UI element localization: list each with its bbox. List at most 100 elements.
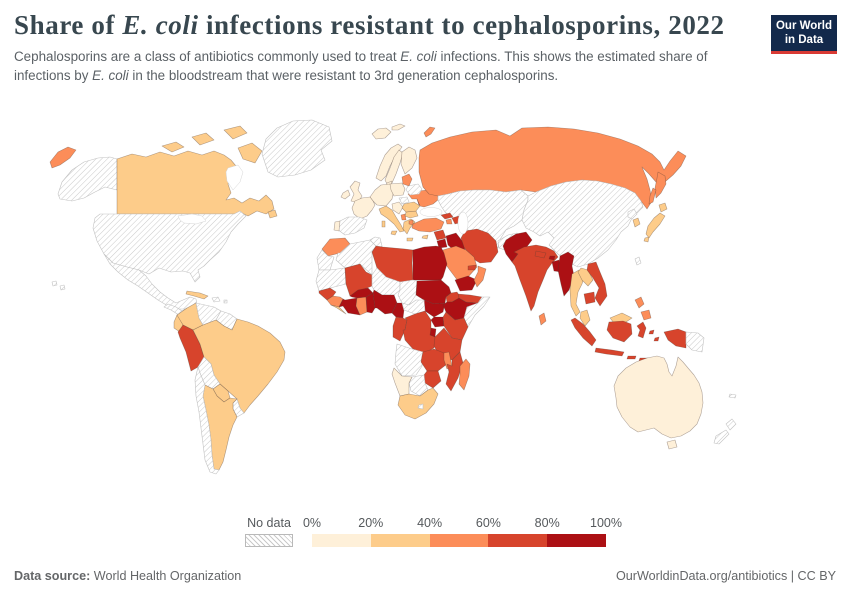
region-bulgaria[interactable] bbox=[404, 210, 419, 219]
region-mauritania[interactable] bbox=[315, 267, 347, 292]
region-algeria[interactable] bbox=[335, 239, 377, 276]
region-novaya-zemlya[interactable] bbox=[423, 126, 436, 138]
region-skorea[interactable] bbox=[632, 217, 641, 228]
region-kamchatka[interactable] bbox=[654, 171, 667, 199]
region-srilanka[interactable] bbox=[538, 312, 547, 326]
region-philippines[interactable] bbox=[634, 296, 652, 321]
region-car[interactable] bbox=[401, 299, 426, 315]
region-baltics[interactable] bbox=[401, 173, 413, 187]
region-italy[interactable] bbox=[378, 205, 405, 236]
region-cambodia[interactable] bbox=[583, 291, 596, 305]
region-usa[interactable] bbox=[92, 210, 247, 283]
region-germany-central[interactable] bbox=[369, 183, 395, 207]
region-southafrica[interactable] bbox=[397, 387, 439, 420]
region-romania[interactable] bbox=[401, 201, 421, 213]
region-ireland[interactable] bbox=[340, 189, 351, 200]
region-new-zealand[interactable] bbox=[713, 418, 737, 445]
region-newfoundland[interactable] bbox=[267, 209, 278, 219]
region-australia[interactable] bbox=[613, 355, 704, 439]
legend-no-data-swatch[interactable] bbox=[245, 534, 293, 547]
region-malaysiapen[interactable] bbox=[579, 309, 591, 327]
footer-link[interactable]: OurWorldinData.org/antibiotics | CC BY bbox=[615, 569, 836, 583]
region-lesotho[interactable] bbox=[417, 403, 424, 410]
region-balkans[interactable] bbox=[391, 201, 404, 215]
region-niger[interactable] bbox=[371, 267, 401, 296]
region-mozambique[interactable] bbox=[445, 351, 464, 392]
region-chukotka-wrap[interactable] bbox=[49, 146, 77, 169]
legend-segment[interactable] bbox=[312, 534, 371, 547]
region-egypt[interactable] bbox=[412, 245, 448, 281]
region-china-mongolia[interactable] bbox=[521, 179, 644, 268]
region-sierraleone-liberia[interactable] bbox=[330, 304, 347, 315]
region-mexico[interactable] bbox=[103, 253, 198, 310]
region-new-caledonia[interactable] bbox=[728, 393, 737, 399]
legend-segment[interactable] bbox=[429, 534, 489, 547]
region-belarus[interactable] bbox=[405, 183, 423, 196]
region-nepal[interactable] bbox=[534, 250, 547, 259]
region-syria[interactable] bbox=[433, 229, 447, 241]
region-vietnam[interactable] bbox=[586, 261, 608, 307]
legend-tick-label: 100% bbox=[590, 516, 622, 530]
region-sudan[interactable] bbox=[415, 279, 452, 305]
chart-title: Share of E. coli infections resistant to… bbox=[14, 10, 725, 40]
region-yemen[interactable] bbox=[454, 275, 478, 292]
region-georgia[interactable] bbox=[440, 212, 454, 220]
region-spain[interactable] bbox=[336, 216, 368, 236]
region-norway[interactable] bbox=[375, 143, 403, 182]
region-cyprus[interactable] bbox=[421, 234, 429, 240]
region-bhutan[interactable] bbox=[548, 255, 556, 261]
region-armenia[interactable] bbox=[445, 218, 453, 225]
legend-segment[interactable] bbox=[547, 534, 606, 547]
region-india[interactable] bbox=[511, 244, 559, 312]
region-uk[interactable] bbox=[349, 180, 363, 204]
region-zimbabwe[interactable] bbox=[423, 370, 442, 389]
region-chile[interactable] bbox=[194, 366, 220, 475]
region-portugal[interactable] bbox=[333, 220, 341, 232]
region-iceland[interactable] bbox=[371, 127, 392, 140]
owid-logo[interactable]: Our World in Data bbox=[771, 15, 837, 54]
chart-header: Share of E. coli infections resistant to… bbox=[14, 10, 764, 86]
region-svalbard[interactable] bbox=[391, 123, 406, 131]
legend-segment[interactable] bbox=[370, 534, 430, 547]
region-taiwan[interactable] bbox=[634, 256, 642, 266]
legend-tick-label: 0% bbox=[302, 516, 322, 530]
region-papua-id[interactable] bbox=[663, 328, 687, 349]
region-uae[interactable] bbox=[467, 264, 477, 271]
region-japan[interactable] bbox=[643, 202, 668, 243]
caspian-sea bbox=[457, 211, 469, 235]
region-greenland[interactable] bbox=[261, 119, 333, 178]
region-angola[interactable] bbox=[394, 343, 424, 377]
legend-tick-label: 40% bbox=[417, 516, 443, 530]
region-java[interactable] bbox=[594, 347, 625, 357]
region-tasmania[interactable] bbox=[666, 439, 678, 450]
region-moluccas[interactable] bbox=[648, 329, 660, 342]
region-poland[interactable] bbox=[389, 182, 406, 197]
region-hispaniola[interactable] bbox=[211, 296, 228, 304]
region-sumatra[interactable] bbox=[570, 317, 597, 347]
region-ivorycoast[interactable] bbox=[338, 297, 361, 316]
region-nkorea[interactable] bbox=[627, 208, 638, 220]
region-mali[interactable] bbox=[344, 263, 373, 297]
region-rwanda-burundi[interactable] bbox=[429, 327, 437, 338]
region-turkey[interactable] bbox=[408, 217, 445, 233]
region-canadian-islands[interactable] bbox=[161, 125, 263, 164]
region-kalimantan[interactable] bbox=[606, 320, 633, 343]
region-oman[interactable] bbox=[473, 265, 487, 288]
region-burkina[interactable] bbox=[349, 287, 374, 299]
region-alaska[interactable] bbox=[57, 156, 118, 202]
region-png[interactable] bbox=[685, 331, 705, 353]
legend-segment[interactable] bbox=[488, 534, 548, 547]
region-sakhalin[interactable] bbox=[648, 187, 657, 205]
region-gabon-congo[interactable] bbox=[392, 316, 408, 342]
region-kenya[interactable] bbox=[442, 311, 469, 341]
region-albania[interactable] bbox=[400, 213, 407, 221]
region-cuba[interactable] bbox=[185, 290, 209, 300]
region-madagascar[interactable] bbox=[458, 358, 471, 391]
region-hawaii[interactable] bbox=[51, 280, 66, 291]
region-finland[interactable] bbox=[400, 146, 418, 175]
black-sea bbox=[419, 207, 443, 217]
region-sulawesi[interactable] bbox=[636, 321, 647, 339]
region-jordan[interactable] bbox=[436, 238, 448, 249]
region-uganda[interactable] bbox=[430, 316, 445, 328]
region-hungary[interactable] bbox=[398, 196, 410, 205]
